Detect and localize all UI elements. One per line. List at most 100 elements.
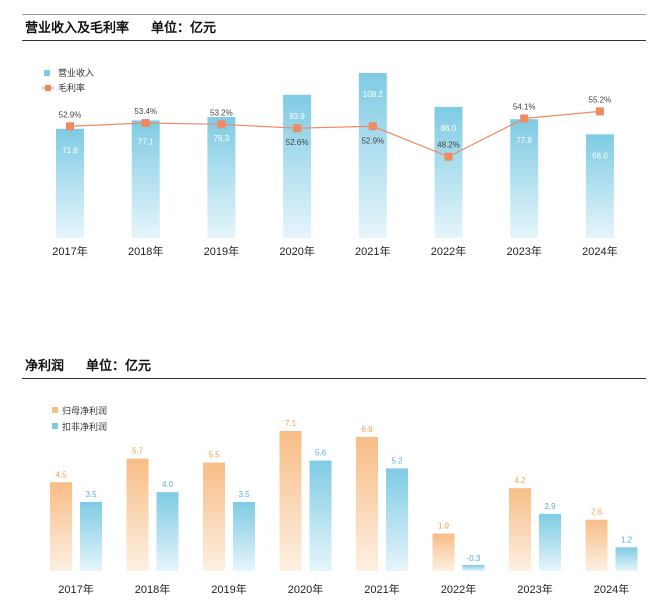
revenue-bar [358,73,387,238]
profit-panel-header: 净利润 单位：亿元 [22,354,646,379]
revenue-bar [56,128,84,238]
margin-value-label: 52.9% [361,136,384,145]
parent-profit-bar [432,533,455,571]
profit-x-tick-label: 2023年 [517,582,552,596]
parent-profit-bar [126,458,149,571]
legend-swatch-revenue [44,70,50,76]
margin-marker [520,114,529,123]
revenue-x-tick-label: 2021年 [355,244,390,258]
margin-value-label: 53.2% [210,108,233,117]
deducted-profit-bar [539,513,561,571]
parent-profit-value-label: 7.1 [285,419,297,428]
profit-x-tick-label: 2024年 [594,582,629,596]
revenue-bar [207,117,236,238]
legend-swatch-parent-profit [52,407,58,413]
margin-marker [595,107,604,116]
deducted-profit-value-label: 5.6 [315,449,327,458]
deducted-profit-bar [80,501,102,571]
revenue-value-label: 108.2 [363,90,384,99]
legend-label-deducted-profit: 扣非净利润 [62,421,107,432]
deducted-profit-value-label: 3.5 [238,490,250,499]
parent-profit-value-label: 5.7 [132,447,144,456]
profit-title-text: 净利润 [25,358,65,373]
top-divider [22,14,646,15]
revenue-x-tick-label: 2022年 [431,244,466,258]
deducted-profit-value-label: -0.3 [467,554,481,563]
revenue-bar [510,119,539,238]
profit-panel-title: 净利润 单位：亿元 [25,355,151,374]
profit-x-tick-label: 2018年 [135,582,170,596]
parent-profit-value-label: 2.6 [591,508,603,517]
margin-marker [368,122,377,131]
margin-value-label: 55.2% [589,95,612,104]
revenue-x-tick-label: 2018年 [128,244,163,258]
deducted-profit-value-label: 2.9 [544,502,556,511]
revenue-value-label: 86.0 [441,124,457,133]
margin-value-label: 54.1% [513,103,536,112]
deducted-profit-bar [462,565,485,571]
profit-x-tick-label: 2022年 [441,582,476,596]
profit-x-tick-label: 2017年 [58,582,93,596]
parent-profit-value-label: 1.9 [438,522,450,531]
revenue-bar [585,134,614,238]
margin-value-label: 48.2% [437,141,460,150]
revenue-value-label: 77.1 [138,137,154,146]
profit-x-tick-label: 2019年 [211,582,246,596]
margin-value-label: 52.9% [59,110,82,119]
revenue-unit-text: 单位：亿元 [151,20,217,35]
margin-marker [217,120,226,129]
deducted-profit-bar [386,468,408,571]
parent-profit-bar [203,462,225,571]
margin-marker [141,119,150,128]
deducted-profit-value-label: 5.2 [391,456,403,465]
parent-profit-value-label: 4.5 [55,470,67,479]
revenue-value-label: 77.9 [516,136,532,145]
margin-marker [293,124,302,133]
margin-marker [66,122,74,131]
revenue-x-tick-label: 2017年 [52,244,87,258]
revenue-bar [131,120,160,238]
margin-line [69,110,600,158]
revenue-panel-title: 营业收入及毛利率 单位：亿元 [25,17,216,36]
revenue-value-label: 71.6 [62,146,78,155]
revenue-x-tick-label: 2023年 [506,244,541,258]
parent-profit-value-label: 4.2 [514,476,526,485]
profit-x-tick-label: 2020年 [288,582,323,596]
parent-profit-bar [50,482,72,571]
deducted-profit-bar [615,547,638,571]
legend-label-parent-profit: 归母净利润 [62,405,107,416]
revenue-panel-header: 营业收入及毛利率 单位：亿元 [22,16,646,41]
deducted-profit-bar [156,492,179,571]
parent-profit-bar [356,436,378,571]
deducted-profit-value-label: 4.0 [162,480,174,489]
parent-profit-bar [509,488,531,571]
deducted-profit-bar [309,460,332,571]
legend-marker-margin [45,85,51,91]
deducted-profit-bar [233,501,255,571]
revenue-bar [283,94,312,238]
parent-profit-value-label: 6.8 [361,425,373,434]
revenue-x-tick-label: 2020年 [279,244,314,258]
margin-value-label: 53.4% [134,107,157,116]
revenue-x-tick-label: 2019年 [204,244,239,258]
parent-profit-bar [585,519,608,571]
revenue-title-text: 营业收入及毛利率 [25,20,130,35]
parent-profit-value-label: 5.5 [208,451,220,460]
revenue-x-tick-label: 2024年 [582,244,617,258]
margin-value-label: 52.6% [286,138,309,147]
legend-label-revenue: 营业收入 [58,67,94,78]
deducted-profit-value-label: 3.5 [85,490,97,499]
revenue-value-label: 79.3 [214,134,230,143]
deducted-profit-value-label: 1.2 [621,535,633,544]
legend-swatch-deducted-profit [52,423,58,429]
revenue-value-label: 93.9 [289,112,305,121]
profit-unit-text: 单位：亿元 [86,358,152,373]
profit-x-tick-label: 2021年 [364,582,399,596]
margin-marker [444,152,453,161]
revenue-bar [434,106,463,238]
revenue-value-label: 68.0 [592,151,608,160]
